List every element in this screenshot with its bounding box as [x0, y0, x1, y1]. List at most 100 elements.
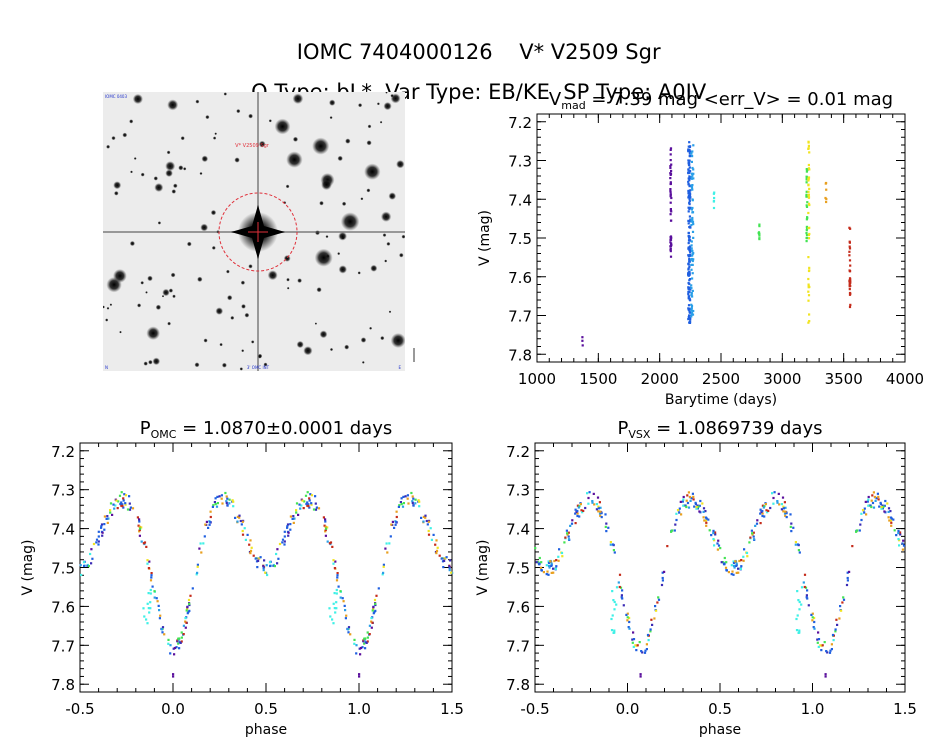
data-point [538, 563, 541, 566]
image-corner-label-tl: IOMC 0403 [105, 94, 127, 99]
field-star [385, 92, 388, 94]
data-point [83, 564, 86, 568]
data-point [740, 559, 743, 562]
data-point [597, 510, 600, 513]
data-point [184, 620, 187, 623]
data-point [276, 562, 279, 565]
field-star [129, 240, 135, 247]
field-star [140, 172, 145, 177]
data-point [702, 510, 705, 513]
data-point [561, 555, 564, 558]
data-point [111, 513, 114, 516]
field-star [155, 304, 162, 310]
data-point [661, 576, 664, 580]
data-point [535, 561, 538, 564]
data-point [807, 179, 810, 182]
data-point [797, 549, 800, 552]
data-point [795, 617, 798, 621]
target-aperture-circle [218, 192, 298, 272]
data-point [805, 234, 809, 237]
data-point [301, 499, 304, 502]
data-point [669, 148, 672, 151]
data-point [384, 547, 387, 550]
data-point [136, 516, 139, 519]
data-point [738, 559, 741, 563]
data-point [345, 614, 348, 617]
data-point [358, 675, 361, 678]
data-point [717, 544, 721, 547]
data-point [628, 616, 631, 620]
data-point [798, 551, 801, 554]
data-point [448, 566, 451, 569]
data-point [808, 203, 811, 207]
data-point [314, 508, 318, 511]
field-star [286, 151, 303, 168]
data-point [393, 526, 396, 529]
star-name: V* V2509 Sgr [519, 40, 661, 64]
data-point [807, 256, 810, 259]
data-point [784, 514, 787, 517]
data-point [723, 556, 726, 560]
data-point [690, 307, 693, 310]
data-point [690, 257, 694, 261]
data-point [690, 313, 693, 316]
data-point [156, 600, 159, 603]
data-point [745, 551, 749, 555]
data-point [690, 186, 694, 189]
data-point [331, 545, 334, 548]
data-point [382, 571, 385, 574]
data-point [418, 500, 421, 503]
data-point [178, 647, 181, 650]
data-point [825, 198, 828, 201]
data-point [124, 503, 127, 506]
data-point [581, 336, 584, 339]
data-point [805, 176, 809, 179]
data-point [225, 500, 228, 503]
data-point [861, 509, 865, 512]
data-point [669, 166, 672, 169]
data-point [214, 497, 217, 500]
data-point [412, 504, 415, 507]
data-point [167, 638, 170, 641]
data-point [805, 227, 809, 230]
data-point [555, 565, 558, 568]
data-point [690, 497, 693, 500]
field-star [258, 140, 266, 148]
field-star [227, 295, 233, 301]
field-star [399, 252, 404, 258]
data-point [687, 242, 690, 245]
data-point [342, 600, 345, 603]
data-point [336, 574, 339, 577]
plot-title: POMC = 1.0870±0.0001 days [140, 418, 392, 441]
data-point [816, 638, 819, 641]
data-point [641, 651, 644, 654]
data-point [688, 279, 691, 282]
data-point [697, 505, 700, 508]
data-point [690, 160, 693, 163]
x-tick-label: 2000 [641, 370, 679, 388]
data-point [661, 579, 664, 582]
data-point [646, 633, 650, 637]
data-point [122, 497, 125, 500]
data-point [613, 551, 616, 554]
data-point [145, 618, 148, 621]
data-point [882, 505, 885, 508]
data-point [427, 533, 431, 536]
data-point [807, 184, 810, 187]
data-point [751, 533, 754, 536]
data-point [249, 549, 253, 552]
data-point [599, 506, 602, 509]
data-point [876, 492, 879, 495]
data-point [149, 579, 153, 582]
data-point [870, 505, 873, 509]
data-point [185, 621, 188, 624]
data-point [838, 617, 841, 620]
y-tick-label: 7.8 [506, 676, 530, 694]
field-star [384, 259, 388, 263]
data-point [647, 639, 650, 642]
data-point [146, 562, 149, 565]
data-point [808, 226, 811, 229]
data-point [902, 544, 906, 547]
data-point [196, 563, 199, 566]
data-point [669, 235, 673, 238]
